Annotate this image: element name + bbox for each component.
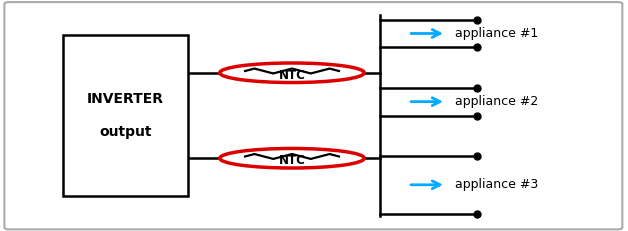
Ellipse shape (220, 149, 364, 168)
Ellipse shape (220, 63, 364, 82)
Text: NTC: NTC (279, 155, 305, 167)
Text: appliance #1: appliance #1 (455, 27, 539, 40)
Text: output: output (99, 125, 152, 139)
Bar (63, 35, 188, 196)
FancyBboxPatch shape (4, 2, 622, 229)
Text: appliance #3: appliance #3 (455, 178, 539, 191)
Text: appliance #2: appliance #2 (455, 95, 539, 108)
Text: NTC: NTC (279, 69, 305, 82)
Text: INVERTER: INVERTER (87, 92, 164, 106)
